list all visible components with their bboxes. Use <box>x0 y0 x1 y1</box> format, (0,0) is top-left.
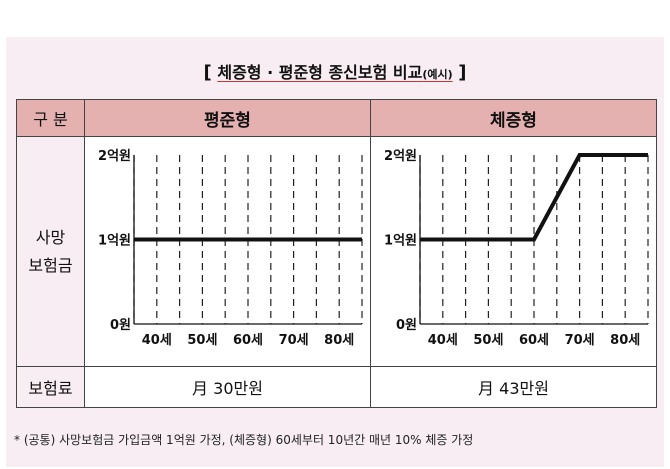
level-chart-cell: 0원 1억원 2억원 40세 50세 60세 70세 80세 <box>84 136 371 367</box>
x-tick-label: 80세 <box>324 333 354 348</box>
x-tick-label: 70세 <box>565 333 595 348</box>
increasing-chart: 0원 1억원 2억원 40세 50세 60세 70세 80세 <box>384 149 649 348</box>
title-open-bracket: [ <box>203 62 212 83</box>
death-benefit-label: 사망 보험금 <box>16 136 85 367</box>
level-chart: 0원 1억원 2억원 40세 50세 60세 70세 80세 <box>98 149 363 348</box>
y-tick-label: 0원 <box>396 318 417 333</box>
x-tick-label: 80세 <box>610 333 640 348</box>
premium-row: 보험료 月 30만원 月 43만원 <box>16 366 657 408</box>
header-row: 구 분 평준형 체증형 <box>16 99 657 137</box>
y-tick-label: 0원 <box>110 318 131 333</box>
title-sub: (예시) <box>422 68 453 81</box>
page-title: [ 체증형 · 평준형 종신보험 비교(예시) ] <box>6 59 664 83</box>
x-tick-label: 70세 <box>279 333 309 348</box>
x-tick-label: 60세 <box>233 333 263 348</box>
premium-level: 月 30만원 <box>84 366 371 408</box>
x-tick-label: 40세 <box>428 333 458 348</box>
header-level-type: 평준형 <box>84 99 371 137</box>
series-line <box>420 153 648 242</box>
comparison-panel: [ 체증형 · 평준형 종신보험 비교(예시) ] 구 분 평준형 체증형 사망… <box>6 37 664 467</box>
x-tick-label: 40세 <box>142 333 172 348</box>
premium-increasing: 月 43만원 <box>370 366 657 408</box>
y-tick-label: 2억원 <box>98 149 131 164</box>
title-main: 체증형 · 평준형 종신보험 비교 <box>217 63 423 82</box>
x-tick-label: 50세 <box>187 333 217 348</box>
header-increasing-type: 체증형 <box>370 99 657 137</box>
y-tick-label: 1억원 <box>384 234 417 249</box>
x-tick-label: 50세 <box>473 333 503 348</box>
premium-label: 보험료 <box>16 366 85 408</box>
comparison-table: 구 분 평준형 체증형 사망 보험금 0원 1억원 2억원 40세 50세 60세 70세 8… <box>16 99 657 408</box>
x-tick-label: 60세 <box>519 333 549 348</box>
footnote: * (공통) 사망보험금 가입금액 1억원 가정, (체증형) 60세부터 10… <box>14 433 474 447</box>
death-benefit-label-line1: 사망 <box>35 227 66 247</box>
y-tick-label: 1억원 <box>98 234 131 249</box>
death-benefit-row: 사망 보험금 0원 1억원 2억원 40세 50세 60세 70세 80세 0원 1억원 2억원 4… <box>16 136 657 367</box>
header-label: 구 분 <box>16 99 85 137</box>
increasing-chart-cell: 0원 1억원 2억원 40세 50세 60세 70세 80세 <box>370 136 657 367</box>
y-tick-label: 2억원 <box>384 149 417 164</box>
title-close-bracket: ] <box>458 62 467 83</box>
death-benefit-label-line2: 보험금 <box>28 255 73 275</box>
